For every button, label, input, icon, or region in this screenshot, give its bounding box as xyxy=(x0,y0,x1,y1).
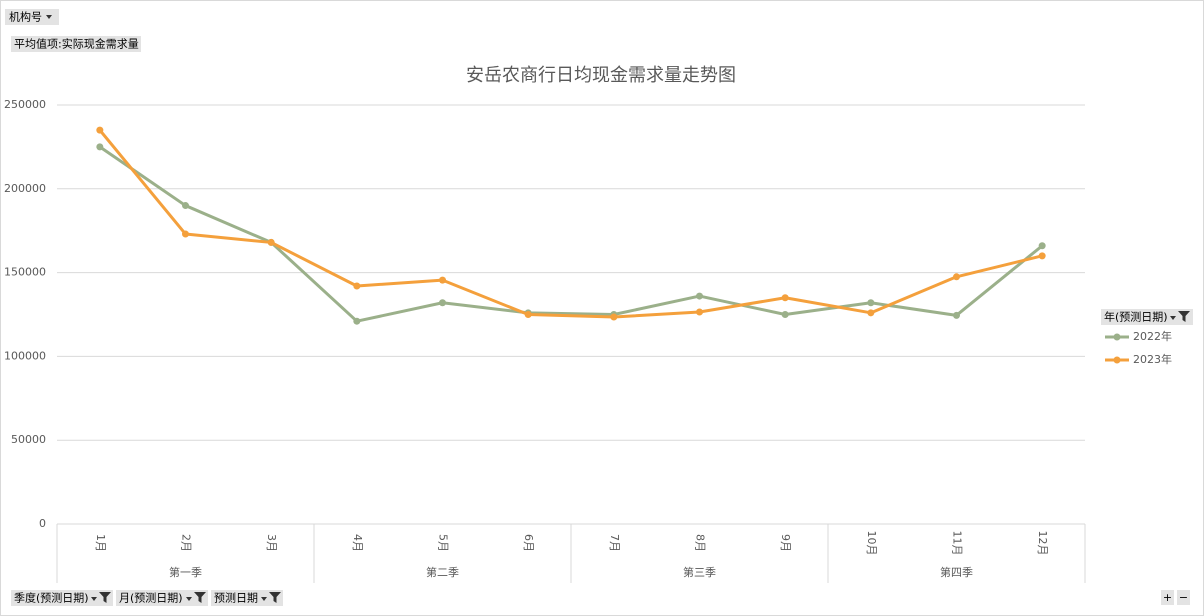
series-line xyxy=(98,145,1044,323)
zoom-out-button[interactable]: − xyxy=(1177,590,1190,605)
button-bg xyxy=(11,590,113,606)
legend-label: 2023年 xyxy=(1133,352,1172,366)
x-tick-label: 6月 xyxy=(522,534,535,552)
data-point xyxy=(439,299,446,307)
data-point xyxy=(96,126,104,134)
data-point xyxy=(353,317,361,325)
filter-icon xyxy=(1170,311,1190,322)
axis-field-button[interactable]: 月(预测日期) xyxy=(116,590,208,606)
x-tick-label: 3月 xyxy=(265,534,278,552)
button-label: − xyxy=(1179,591,1188,604)
button-bg xyxy=(116,590,208,606)
y-tick-label: 150000 xyxy=(4,266,46,279)
data-point xyxy=(696,292,703,300)
data-point xyxy=(696,308,703,316)
axis-field-button[interactable]: 季度(预测日期) xyxy=(11,590,113,606)
x-group-label: 第三季 xyxy=(683,565,716,579)
x-tick-label: 7月 xyxy=(608,534,621,552)
button-bg xyxy=(5,9,59,25)
x-tick-label: 4月 xyxy=(351,534,364,552)
button-label: 年(预测日期) xyxy=(1104,310,1168,324)
x-tick-label: 10月 xyxy=(865,531,878,556)
x-tick-label: 11月 xyxy=(951,531,964,556)
legend-field-button[interactable]: 年(预测日期) xyxy=(1101,309,1193,325)
filter-icon xyxy=(91,592,111,603)
data-point xyxy=(781,311,789,318)
x-group-label: 第二季 xyxy=(426,565,459,579)
data-point xyxy=(953,273,960,281)
x-tick-label: 1月 xyxy=(94,534,107,552)
filter-icon xyxy=(261,592,281,603)
legend-marker xyxy=(1113,356,1121,364)
y-tick-label: 250000 xyxy=(4,98,46,111)
series-line xyxy=(98,129,1043,319)
y-tick-label: 50000 xyxy=(11,433,46,446)
legend-marker xyxy=(1113,333,1121,341)
chart-title: 安岳农商行日均现金需求量走势图 xyxy=(466,65,736,86)
x-group-label: 第一季 xyxy=(169,565,202,579)
data-point xyxy=(182,202,189,210)
data-point xyxy=(781,294,789,302)
filter-icon xyxy=(186,592,206,603)
data-point xyxy=(953,311,960,319)
legend-label: 2022年 xyxy=(1133,329,1172,343)
button-label: 预测日期 xyxy=(214,592,258,605)
value-field-button[interactable]: 平均值项:实际现金需求量 xyxy=(11,36,141,52)
data-point xyxy=(867,309,875,317)
y-tick-label: 200000 xyxy=(4,182,46,195)
x-group-label: 第四季 xyxy=(940,565,973,579)
data-point xyxy=(96,143,104,151)
x-tick-label: 9月 xyxy=(779,534,792,552)
y-tick-label: 0 xyxy=(39,517,46,530)
data-point xyxy=(439,276,446,284)
filter-button[interactable]: 机构号 xyxy=(5,9,59,25)
x-tick-label: 2月 xyxy=(180,534,193,552)
button-label: 机构号 xyxy=(9,10,42,24)
button-label: 季度(预测日期) xyxy=(14,591,89,605)
button-bg xyxy=(1101,309,1193,325)
button-bg xyxy=(1177,590,1190,605)
button-bg xyxy=(1161,590,1174,605)
data-point xyxy=(524,311,532,318)
x-tick-label: 8月 xyxy=(694,534,707,552)
x-tick-label: 5月 xyxy=(437,534,450,552)
dropdown-icon xyxy=(46,15,52,19)
button-label: 月(预测日期) xyxy=(119,592,183,605)
data-point xyxy=(610,313,618,321)
data-point xyxy=(353,282,361,290)
data-point xyxy=(867,299,875,307)
button-label: + xyxy=(1163,591,1172,604)
zoom-in-button[interactable]: + xyxy=(1161,590,1174,605)
button-bg xyxy=(211,590,283,606)
data-point xyxy=(1038,242,1046,250)
data-point xyxy=(267,238,275,246)
data-point xyxy=(1038,252,1046,260)
button-bg xyxy=(11,36,141,52)
button-label: 平均值项:实际现金需求量 xyxy=(14,37,139,51)
x-tick-label: 12月 xyxy=(1036,531,1049,556)
y-tick-label: 100000 xyxy=(4,349,46,362)
data-point xyxy=(182,230,189,238)
axis-field-button[interactable]: 预测日期 xyxy=(211,590,283,606)
